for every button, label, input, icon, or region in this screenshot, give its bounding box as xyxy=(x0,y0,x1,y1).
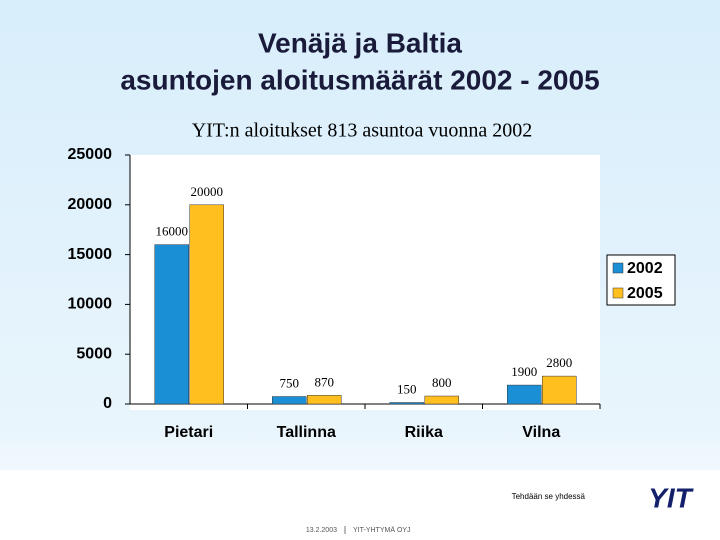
footer-company: YIT-YHTYMÄ OYJ xyxy=(353,526,411,534)
data-label: 2800 xyxy=(546,355,572,370)
x-tick-label: Vilna xyxy=(522,424,560,441)
data-label: 870 xyxy=(315,374,335,389)
slogan: Tehdään se yhdessä xyxy=(512,492,586,501)
footer-date: 13.2.2003 xyxy=(306,527,337,534)
legend-swatch xyxy=(612,262,624,274)
data-label: 16000 xyxy=(156,224,189,239)
legend-label: 2005 xyxy=(627,285,663,302)
bar xyxy=(389,402,424,405)
title-line: Venäjä ja Baltia xyxy=(258,27,462,58)
y-tick-label: 5000 xyxy=(76,345,112,362)
data-label: 20000 xyxy=(191,184,224,199)
x-tick-label: Tallinna xyxy=(277,424,336,441)
logo-box xyxy=(632,486,708,514)
y-tick-label: 15000 xyxy=(68,246,113,263)
bar xyxy=(189,204,224,405)
data-label: 150 xyxy=(397,381,417,396)
subtitle: YIT:n aloitukset 813 asuntoa vuonna 2002 xyxy=(192,120,533,142)
y-tick-label: 0 xyxy=(103,395,112,412)
bar xyxy=(154,244,189,405)
logo: YIT xyxy=(648,482,694,513)
bar xyxy=(272,396,307,405)
y-tick-label: 25000 xyxy=(68,146,113,163)
bar xyxy=(424,395,459,405)
bar xyxy=(542,375,577,405)
y-tick-label: 20000 xyxy=(68,196,113,213)
legend-label: 2002 xyxy=(627,260,663,277)
title-line: asuntojen aloitusmäärät 2002 - 2005 xyxy=(120,64,599,95)
footer-band xyxy=(0,470,720,540)
bar xyxy=(507,384,542,405)
data-label: 800 xyxy=(432,375,452,390)
bar xyxy=(307,395,342,405)
legend-swatch xyxy=(612,287,624,299)
x-tick-label: Riika xyxy=(405,424,443,441)
x-tick-label: Pietari xyxy=(164,424,213,441)
data-label: 750 xyxy=(280,376,300,391)
data-label: 1900 xyxy=(511,364,537,379)
y-tick-label: 10000 xyxy=(68,296,113,313)
